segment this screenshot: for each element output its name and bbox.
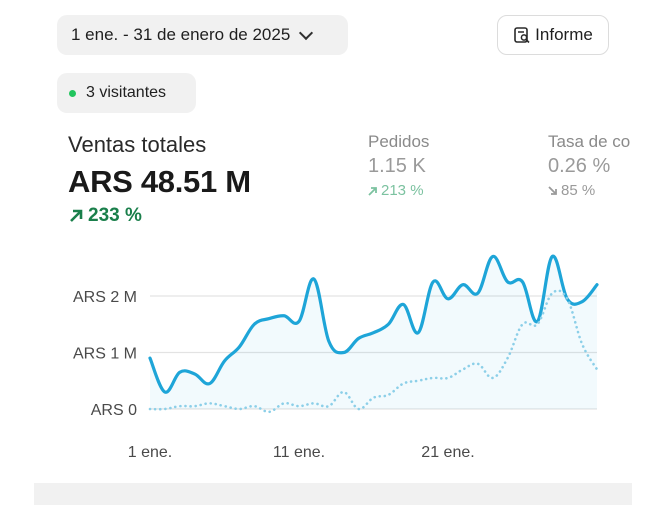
- visitors-badge[interactable]: 3 visitantes: [57, 73, 196, 113]
- live-dot-icon: [69, 89, 76, 97]
- date-range-button[interactable]: 1 ene. - 31 de enero de 2025: [57, 15, 348, 55]
- total-sales-value: ARS 48.51 M: [68, 164, 251, 199]
- sales-line-chart: ARS 0 ARS 1 M ARS 2 M 1 ene. 11 ene. 21 ene.: [73, 254, 599, 461]
- y-tick-label: ARS 0: [91, 402, 137, 419]
- orders-change: 213 %: [368, 182, 424, 199]
- visitors-label: 3 visitantes: [86, 84, 167, 101]
- y-tick-label: ARS 1 M: [73, 346, 137, 363]
- arrow-down-right-icon: [548, 185, 557, 195]
- conversion-change-value: 85 %: [561, 182, 596, 199]
- x-tick-label: 1 ene.: [128, 444, 172, 461]
- total-sales-change: 233 %: [68, 205, 142, 227]
- date-range-label: 1 ene. - 31 de enero de 2025: [71, 25, 291, 44]
- conversion-change: 85 %: [548, 182, 595, 199]
- orders-change-value: 213 %: [381, 182, 424, 199]
- orders-label: Pedidos: [368, 132, 430, 151]
- report-label: Informe: [535, 25, 593, 44]
- total-sales-label: Ventas totales: [68, 132, 207, 157]
- bottom-panel: [34, 483, 632, 505]
- series-line-current: [148, 254, 599, 394]
- series-line-previous: [148, 289, 599, 414]
- conversion-value: 0.26 %: [548, 155, 611, 177]
- arrow-up-right-icon: [70, 209, 83, 222]
- y-tick-label: ARS 2 M: [73, 289, 137, 306]
- orders-value: 1.15 K: [368, 155, 426, 177]
- chevron-down-icon: [299, 25, 314, 40]
- report-icon: [513, 26, 531, 44]
- x-tick-label: 21 ene.: [421, 444, 474, 461]
- total-sales-change-value: 233 %: [88, 205, 142, 226]
- conversion-label: Tasa de co: [548, 132, 631, 151]
- arrow-up-right-icon: [368, 186, 377, 196]
- x-tick-label: 11 ene.: [273, 444, 325, 461]
- report-button[interactable]: Informe: [497, 15, 609, 55]
